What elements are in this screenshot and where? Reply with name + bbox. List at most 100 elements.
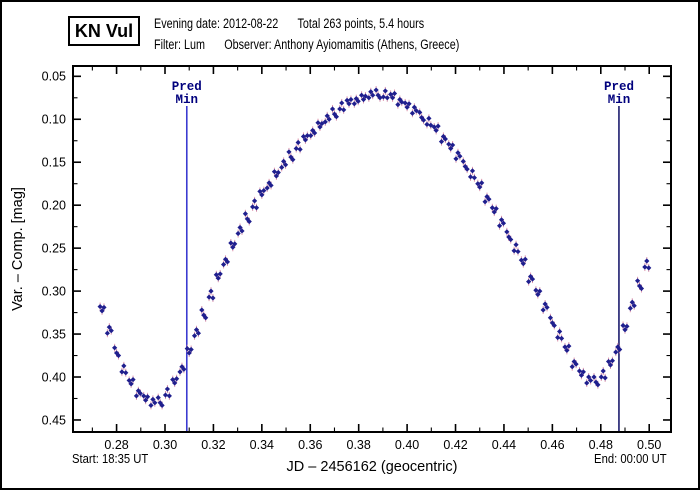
data-point: [636, 283, 643, 289]
data-point: [424, 121, 430, 128]
data-point: [591, 374, 597, 380]
data-point: [191, 333, 198, 339]
data-point: [388, 91, 394, 97]
data-point: [620, 322, 626, 329]
data-point: [384, 95, 390, 101]
data-point: [395, 102, 401, 108]
y-axis-title: Var. – Comp. [mag]: [10, 187, 26, 311]
data-point: [181, 366, 187, 372]
data-point: [573, 361, 579, 367]
data-point: [544, 304, 550, 311]
data-point: [580, 369, 586, 375]
data-point: [389, 95, 396, 101]
data-point: [646, 265, 652, 271]
data-point: [588, 377, 594, 384]
data-point: [366, 95, 372, 101]
data-point: [355, 98, 361, 104]
y-tick-label: 0.10: [42, 113, 66, 127]
data-point: [442, 136, 448, 142]
x-tick-label: 0.50: [637, 438, 661, 452]
data-point: [213, 272, 219, 278]
data-point: [353, 96, 359, 102]
data-point: [600, 368, 606, 374]
data-point: [500, 220, 507, 226]
data-point: [257, 188, 263, 195]
data-point: [317, 124, 323, 130]
data-point: [467, 174, 474, 180]
data-point: [438, 139, 445, 145]
data-point: [203, 315, 209, 321]
data-point: [406, 101, 412, 107]
data-point: [377, 95, 383, 101]
start-time-label: Start: 18:35 UT: [72, 452, 149, 466]
data-point: [143, 397, 149, 403]
y-tick-label: 0.40: [42, 370, 66, 384]
data-point: [341, 107, 347, 113]
data-point: [128, 381, 134, 387]
data-point: [522, 256, 528, 262]
data-point: [235, 230, 241, 237]
data-point: [215, 275, 221, 281]
data-point: [558, 335, 565, 341]
data-point: [150, 396, 156, 402]
data-point: [542, 301, 548, 307]
data-point: [113, 350, 120, 356]
data-point: [186, 350, 192, 356]
x-tick-label: 0.34: [250, 438, 274, 452]
data-point: [166, 393, 172, 399]
data-point: [279, 164, 285, 170]
data-point: [337, 106, 343, 112]
data-point: [629, 299, 635, 305]
data-point: [112, 345, 118, 351]
data-point: [584, 380, 590, 386]
header-line-1: Evening date: 2012-08-22 Total 263 point…: [154, 16, 424, 31]
data-point: [453, 156, 459, 162]
x-tick-label: 0.48: [589, 438, 613, 452]
data-point: [471, 175, 478, 181]
data-point: [126, 377, 132, 384]
data-point: [566, 343, 572, 349]
data-point: [123, 370, 129, 376]
y-tick-label: 0.25: [42, 242, 66, 256]
data-point: [540, 307, 546, 313]
y-tick-label: 0.35: [42, 327, 66, 341]
y-tick-label: 0.05: [42, 70, 66, 84]
data-point: [498, 217, 505, 223]
data-point: [627, 305, 633, 311]
data-point: [373, 87, 379, 93]
data-point: [193, 327, 200, 333]
data-point: [259, 192, 265, 198]
data-point: [115, 352, 122, 359]
data-point: [286, 149, 292, 155]
data-point: [440, 133, 447, 140]
data-point: [511, 248, 517, 254]
data-point: [469, 168, 476, 174]
data-point: [433, 127, 439, 134]
data-point: [562, 344, 568, 350]
data-point: [268, 182, 274, 189]
star-name: KN Vul: [74, 20, 134, 41]
data-point: [293, 145, 299, 152]
data-point: [195, 330, 202, 336]
data-point: [177, 369, 183, 375]
data-point: [290, 157, 296, 163]
data-point: [222, 256, 229, 262]
x-tick-label: 0.30: [153, 438, 177, 452]
data-point: [119, 369, 125, 375]
data-point: [368, 89, 374, 95]
pred-min-label: Pred Min: [172, 80, 202, 107]
data-point: [457, 153, 463, 159]
x-tick-label: 0.46: [540, 438, 564, 452]
data-point: [586, 374, 592, 380]
data-point: [527, 273, 534, 280]
data-point: [130, 376, 136, 383]
pred-min-label: Pred Min: [604, 80, 634, 107]
data-point: [199, 307, 205, 313]
data-point: [520, 261, 526, 267]
data-point: [551, 322, 557, 329]
data-point: [535, 291, 541, 298]
data-point: [450, 142, 456, 148]
data-point: [326, 116, 332, 122]
